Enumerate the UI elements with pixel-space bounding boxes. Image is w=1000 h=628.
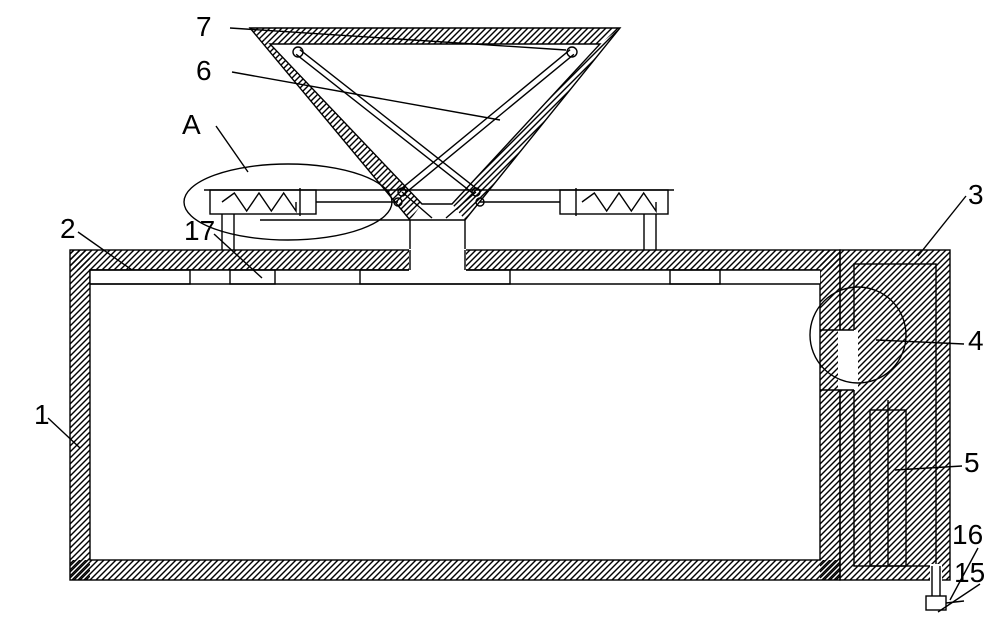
svg-text:2: 2 [60, 213, 76, 244]
svg-text:5: 5 [964, 447, 980, 478]
svg-text:17: 17 [184, 215, 215, 246]
svg-text:1: 1 [34, 399, 50, 430]
svg-text:4: 4 [968, 325, 984, 356]
svg-text:3: 3 [968, 179, 984, 210]
svg-text:A: A [182, 109, 201, 140]
svg-text:7: 7 [196, 11, 212, 42]
svg-text:16: 16 [952, 519, 983, 550]
svg-text:6: 6 [196, 55, 212, 86]
